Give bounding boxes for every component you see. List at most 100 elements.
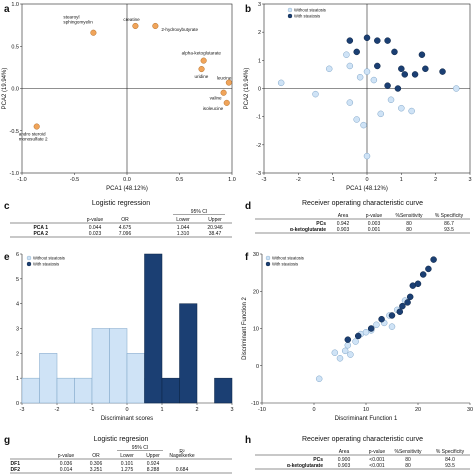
point-with-steatosis [374,37,381,44]
y-tick-label: 0.5 [11,44,19,50]
point-with-steatosis [398,65,405,73]
x-tick-label: 30 [467,407,473,413]
x-tick-label: -0.5 [70,177,79,183]
column-header: Area [338,213,349,219]
table-cell: 3.251 [90,467,103,473]
y-tick-label: -1 [256,115,261,121]
loading-point [220,89,227,96]
x-tick-label: -3 [262,177,267,183]
ci-header: 95% CI [191,209,207,215]
column-header: Lower [176,217,190,223]
table-c-logistic: Logistic regression 95% CI p-value OR Lower U… [10,200,232,238]
y-tick-label: 2 [16,351,19,357]
point-with-steatosis [391,48,398,56]
table-cell: 0.903 [338,463,351,469]
y-tick-label: 2 [258,30,261,36]
chart-b-scores: -3 -2 -1 0 1 2 3 -3 -2 -1 0 1 2 3 PCA1 (48.12%) PCA2 (1… [244,2,472,192]
point-with-steatosis [404,299,411,306]
point-without-steatosis [315,375,323,383]
table-cell: 0.001 [368,227,381,233]
legend-label-with: With steatosis [294,14,320,19]
x-tick-label: 1 [400,177,403,183]
table-cell: 0.900 [338,457,351,463]
bar-without-steatosis [126,353,145,404]
table-cell: 38.47 [209,231,222,237]
y-tick-label: 3 [16,327,19,333]
x-axis-label: PCA1 (48.12%) [346,186,388,192]
point-with-steatosis [344,336,352,343]
x-tick-label: 1 [160,407,163,413]
y-tick-label: -0.5 [10,129,19,135]
row-label: α-ketoglutarate [290,227,326,233]
legend-marker-without [26,255,32,261]
point-with-steatosis [414,280,422,288]
loading-point [200,57,207,64]
point-without-steatosis [325,65,333,73]
ci-header: 95% CI [132,445,148,451]
panel-letter-f: f [245,252,249,263]
legend-marker-without [287,7,293,13]
point-without-steatosis [343,51,350,58]
point-with-steatosis [378,315,385,323]
point-without-steatosis [346,99,354,106]
point-label: alpha-ketoglutarate [182,51,222,56]
table-cell: 80 [405,457,411,463]
x-tick-label: 3 [230,407,233,413]
table-cell: 1.310 [177,231,190,237]
table-g-logistic: Logistic regresion 95% CI p-value OR Lower Up… [10,436,232,474]
y-tick-label: 0 [256,364,259,370]
point-without-steatosis [377,110,384,118]
column-header: p-value [369,449,386,455]
point-label: leucine [217,76,232,81]
column-header: p-value [366,213,383,219]
table-cell: 0.044 [89,225,102,231]
table-cell: 80 [406,221,412,227]
y-tick-label: 3 [258,2,261,8]
y-tick-label: 1 [258,58,261,64]
bar-without-steatosis [21,377,40,404]
table-cell: 4.675 [119,225,132,231]
legend-label-without: Without steatosis [294,8,326,13]
table-cell: 7.096 [119,231,132,237]
x-tick-label: -1 [90,407,95,413]
point-without-steatosis [353,116,360,123]
table-cell: 0.023 [89,231,102,237]
y-tick-label: -10 [251,401,259,407]
panel-letter-a: a [4,4,10,15]
legend-label-with: With steatosis [33,262,59,267]
x-tick-label: 2 [434,177,437,183]
loading-point [225,79,232,86]
point-without-steatosis [347,351,354,358]
column-header: OR [92,453,100,459]
point-with-steatosis [388,312,396,319]
column-header: R² [179,449,185,455]
panel-letter-g: g [4,435,10,446]
loading-point [33,123,40,130]
point-without-steatosis [398,104,405,112]
x-tick-label: 20 [415,407,421,413]
table-cell: 1.044 [177,225,190,231]
loading-point [198,66,205,73]
point-without-steatosis [453,85,460,92]
chart-f-discriminant: -10 0 10 20 30 -10 0 10 20 30 Discriminant Functio… [242,252,473,422]
point-with-steatosis [353,48,360,56]
point-label: andro steroid monosulfate 2 [19,132,48,142]
point-with-steatosis [384,82,391,89]
point-without-steatosis [373,321,380,329]
panel-letter-c: c [4,201,10,212]
x-tick-label: -1 [330,177,335,183]
column-header: Upper [146,453,160,459]
table-cell: 0.036 [60,461,73,467]
point-with-steatosis [439,68,446,75]
column-header: OR [121,217,129,223]
chart-e-histogram: -3 -2 -1 0 1 2 3 0 1 2 3 4 5 6 Discriminant scores With… [16,252,234,422]
point-without-steatosis [336,355,344,362]
column-header: %Sensitivity [396,213,423,219]
column-header: Upper [208,217,222,223]
table-title: Logistic regresion [94,436,149,443]
point-with-steatosis [399,302,406,310]
row-label: PCA 2 [33,231,48,237]
y-tick-label: 4 [16,302,19,308]
table-title: Receiver operating characteristic curve [302,436,423,443]
y-axis-label: PCA2 (19.94%) [244,68,250,110]
